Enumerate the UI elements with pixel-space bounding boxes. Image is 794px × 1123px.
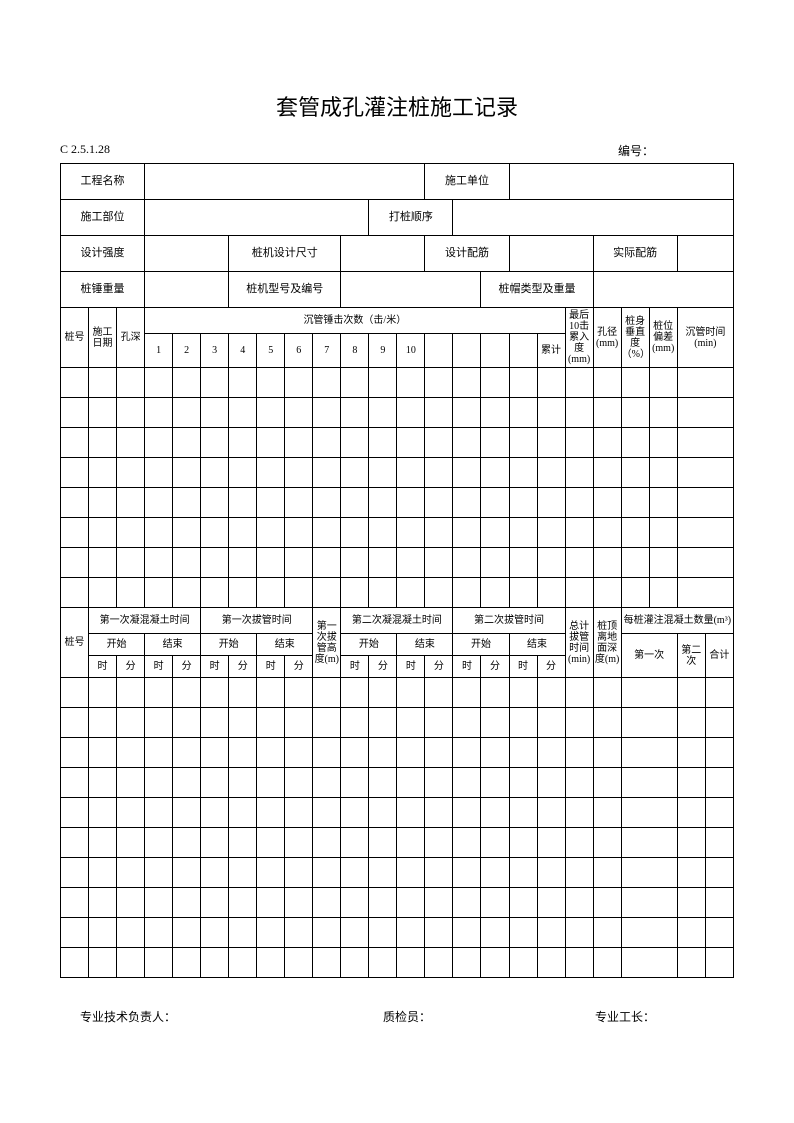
tech-lead: 专业技术负责人： bbox=[60, 1008, 298, 1025]
foreman: 专业工长： bbox=[516, 1008, 734, 1025]
h-sink-time: 沉管时间(min) bbox=[677, 308, 733, 368]
form-code: C 2.5.1.28 bbox=[60, 142, 110, 159]
h2-s3: 开始 bbox=[341, 634, 397, 656]
h2-first-pour: 第一次凝混凝土时间 bbox=[89, 608, 201, 634]
h-date: 施工日期 bbox=[89, 308, 117, 368]
h2-e4: 结束 bbox=[509, 634, 565, 656]
h2-s1: 开始 bbox=[89, 634, 145, 656]
h2-second-pull: 第二次拔管时间 bbox=[453, 608, 565, 634]
lbl-design-rebar: 设计配筋 bbox=[425, 236, 509, 272]
h2-pile-no: 桩号 bbox=[61, 608, 89, 678]
h2-e1: 结束 bbox=[145, 634, 201, 656]
lbl-design-strength: 设计强度 bbox=[61, 236, 145, 272]
val-construction-part bbox=[145, 200, 369, 236]
h2-first-height: 第一次拔管高度(m) bbox=[313, 608, 341, 678]
h-n2: 2 bbox=[173, 334, 201, 368]
h2-m1: 分 bbox=[117, 656, 145, 678]
lbl-hammer-weight: 桩锤重量 bbox=[61, 272, 145, 308]
h2-second-pour: 第二次凝混凝土时间 bbox=[341, 608, 453, 634]
h-total: 累计 bbox=[537, 334, 565, 368]
val-construction-unit bbox=[509, 164, 734, 200]
val-pile-order bbox=[453, 200, 734, 236]
h2-top-depth: 桩顶离地面深度(m) bbox=[593, 608, 621, 678]
h-n10: 10 bbox=[397, 334, 425, 368]
lbl-pile-order: 打桩顺序 bbox=[369, 200, 453, 236]
h-position-dev: 桩位偏差(mm) bbox=[649, 308, 677, 368]
h2-total-pull: 总计拔管时间(min) bbox=[565, 608, 593, 678]
lbl-pile-design-size: 桩机设计尺寸 bbox=[229, 236, 341, 272]
lbl-construction-unit: 施工单位 bbox=[425, 164, 509, 200]
h-hammer-count: 沉管锤击次数（击/米） bbox=[145, 308, 565, 334]
h2-h1: 时 bbox=[89, 656, 117, 678]
qc: 质检员： bbox=[298, 1008, 516, 1025]
lbl-actual-rebar: 实际配筋 bbox=[593, 236, 677, 272]
h-pile-no: 桩号 bbox=[61, 308, 89, 368]
h-depth: 孔深 bbox=[117, 308, 145, 368]
h-n7: 7 bbox=[313, 334, 341, 368]
h-n9: 9 bbox=[369, 334, 397, 368]
h-verticality: 桩身垂直度（%） bbox=[621, 308, 649, 368]
number-label: 编号： bbox=[618, 142, 734, 159]
h2-e3: 结束 bbox=[397, 634, 453, 656]
h-n1: 1 bbox=[145, 334, 173, 368]
h-last10: 最后10击累入度(mm) bbox=[565, 308, 593, 368]
footer: 专业技术负责人： 质检员： 专业工长： bbox=[60, 1008, 734, 1025]
h-n8: 8 bbox=[341, 334, 369, 368]
h2-s2: 开始 bbox=[201, 634, 257, 656]
h-n4: 4 bbox=[229, 334, 257, 368]
h-n3: 3 bbox=[201, 334, 229, 368]
h2-second: 第二次 bbox=[677, 634, 705, 678]
main-table: 工程名称 施工单位 施工部位 打桩顺序 设计强度 桩机设计尺寸 设计配筋 实际配… bbox=[60, 163, 734, 978]
h2-e2: 结束 bbox=[257, 634, 313, 656]
h-n6: 6 bbox=[285, 334, 313, 368]
h2-first: 第一次 bbox=[621, 634, 677, 678]
lbl-construction-part: 施工部位 bbox=[61, 200, 145, 236]
val-project-name bbox=[145, 164, 425, 200]
lbl-machine-model: 桩机型号及编号 bbox=[229, 272, 341, 308]
meta-row: C 2.5.1.28 编号： bbox=[60, 142, 734, 159]
h2-total2: 合计 bbox=[705, 634, 733, 678]
h-n5: 5 bbox=[257, 334, 285, 368]
h2-s4: 开始 bbox=[453, 634, 509, 656]
h-hole-dia: 孔径(mm) bbox=[593, 308, 621, 368]
h2-first-pull: 第一次拔管时间 bbox=[201, 608, 313, 634]
lbl-cap-type: 桩帽类型及重量 bbox=[481, 272, 593, 308]
page-title: 套管成孔灌注桩施工记录 bbox=[60, 90, 734, 122]
lbl-project-name: 工程名称 bbox=[61, 164, 145, 200]
h2-concrete-qty: 每桩灌注混凝土数量(m³) bbox=[621, 608, 733, 634]
